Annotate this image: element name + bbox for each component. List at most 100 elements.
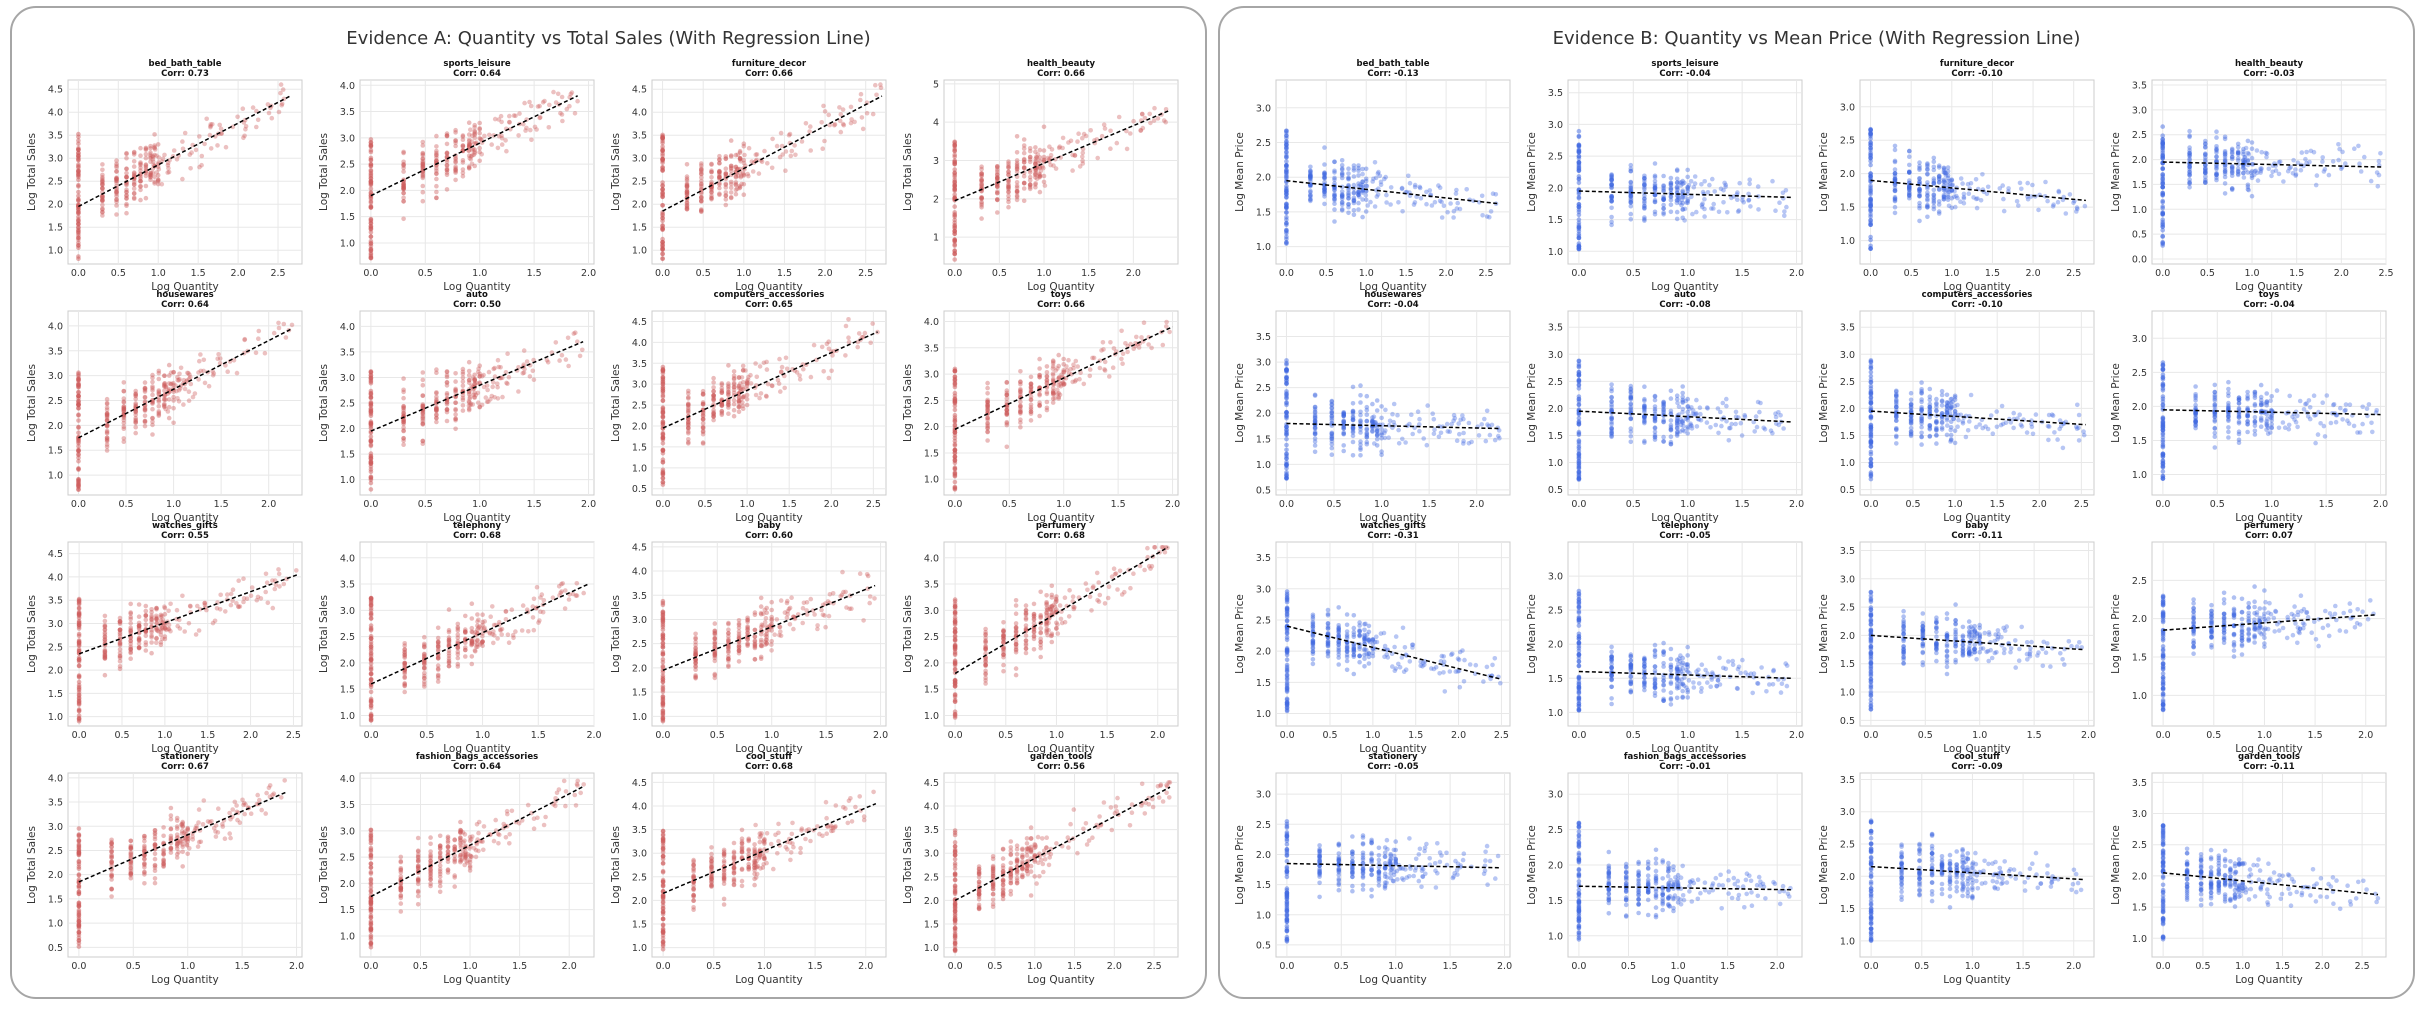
data-point (1085, 587, 1090, 593)
data-point (453, 168, 458, 174)
x-tick-label: 2.5 (858, 268, 873, 279)
data-point (142, 380, 148, 385)
data-point (660, 394, 666, 400)
data-point (76, 173, 81, 178)
data-point (76, 398, 81, 404)
data-point (867, 600, 872, 606)
data-point (446, 658, 452, 664)
data-point (437, 833, 443, 839)
data-point (152, 144, 157, 150)
data-point (477, 145, 483, 151)
data-point (745, 626, 750, 632)
data-point (420, 164, 426, 170)
data-point (168, 826, 174, 831)
data-point (758, 391, 764, 396)
data-point (149, 630, 154, 635)
data-point (466, 403, 472, 409)
data-point (161, 847, 166, 852)
data-point (437, 863, 443, 868)
data-point (1018, 388, 1023, 393)
data-point (434, 150, 439, 156)
data-point (368, 904, 374, 909)
data-point (1028, 411, 1034, 416)
data-point (444, 131, 450, 136)
data-point (660, 246, 665, 251)
data-point (131, 186, 137, 191)
data-point (444, 133, 450, 139)
data-point (660, 236, 665, 242)
data-point (503, 835, 509, 840)
data-point (444, 133, 450, 139)
data-point (545, 360, 551, 365)
data-point (124, 187, 129, 192)
data-point (1049, 583, 1055, 589)
data-point (446, 641, 452, 647)
y-tick-label: 4.0 (48, 572, 63, 583)
data-point (142, 423, 148, 429)
data-point (660, 716, 666, 721)
data-point (117, 630, 123, 635)
data-point (551, 89, 556, 95)
data-point (1097, 365, 1103, 371)
data-point (420, 189, 426, 195)
data-point (171, 380, 176, 386)
data-point (1058, 383, 1064, 389)
data-point (368, 705, 374, 711)
data-point (487, 132, 492, 138)
data-point (952, 432, 958, 438)
data-point (534, 584, 540, 590)
data-point (726, 390, 731, 395)
data-point (1051, 608, 1056, 613)
y-tick-label: 3.0 (48, 822, 63, 833)
data-point (368, 626, 374, 632)
data-point (368, 926, 374, 932)
data-point (148, 177, 153, 182)
data-point (155, 172, 161, 178)
data-point (1125, 349, 1130, 355)
data-point (566, 597, 572, 602)
data-point (843, 353, 848, 358)
data-point (985, 438, 990, 443)
subplot-corr: Corr: 0.66 (745, 69, 793, 79)
data-point (1028, 418, 1034, 423)
data-point (468, 127, 473, 132)
data-point (100, 198, 105, 203)
y-axis-label: Log Total Sales (318, 364, 330, 442)
data-point (109, 887, 114, 892)
data-point (166, 362, 172, 368)
subplot-title: watches_gifts (152, 521, 218, 531)
data-point (1044, 601, 1049, 606)
data-point (165, 160, 171, 166)
data-point (368, 459, 374, 465)
data-point (1038, 589, 1043, 595)
data-point (531, 377, 537, 383)
y-tick-label: 4.0 (924, 317, 939, 328)
x-tick-label: 0.0 (363, 499, 378, 510)
data-point (401, 162, 406, 168)
data-point (114, 197, 119, 202)
data-point (422, 641, 427, 647)
data-point (143, 169, 149, 175)
data-point (131, 195, 137, 200)
data-point (723, 171, 729, 177)
data-point (150, 422, 155, 428)
data-point (488, 614, 494, 619)
data-point (559, 352, 565, 358)
data-point (398, 866, 404, 871)
y-tick-label: 3.5 (48, 346, 63, 357)
y-tick-label: 1.5 (48, 223, 63, 234)
data-point (161, 402, 167, 408)
data-point (952, 694, 958, 700)
data-point (700, 391, 706, 397)
data-point (830, 353, 835, 358)
x-tick-label: 1.0 (475, 730, 490, 741)
data-point (1044, 627, 1050, 632)
data-point (276, 325, 282, 331)
data-point (197, 164, 202, 170)
data-point (143, 608, 149, 614)
regression-line (78, 95, 291, 208)
data-point (1059, 620, 1065, 626)
y-tick-label: 3.5 (632, 591, 647, 602)
subplot-title: stationery (160, 752, 210, 762)
data-point (136, 646, 142, 651)
